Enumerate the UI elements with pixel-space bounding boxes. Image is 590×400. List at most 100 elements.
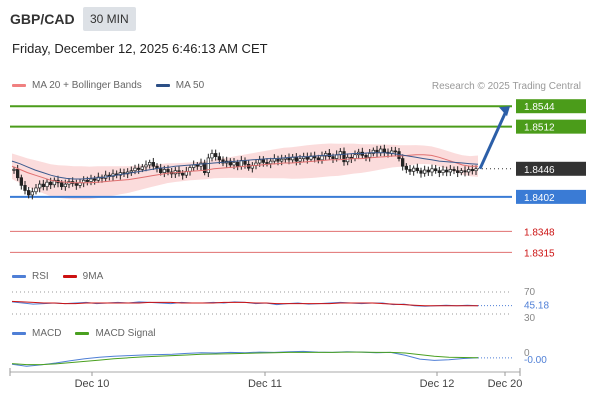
candle-down [316,157,320,161]
candle-down [41,183,45,188]
macd-zero-tick: 0 [524,348,530,359]
candle-down [401,158,405,167]
macd-line [11,350,479,367]
candle-down [74,183,78,186]
candle-down [456,170,460,173]
candle-up [148,162,152,166]
candle-down [437,170,441,173]
legend-ma50: MA 50 [155,80,205,91]
candle-up [379,148,383,154]
legend-rsi-ma-swatch [62,275,77,278]
chart-header: GBP/CAD 30 MIN [0,0,590,36]
candle-down [382,148,386,153]
candle-down [19,177,23,186]
candle-down [445,169,449,173]
candle-down [331,156,335,159]
candle-down [159,167,163,173]
rsi-legend: RSI 9MA [12,271,117,282]
projection-arrow-shaft [478,110,508,170]
candle-down [214,153,218,158]
ma50-line [11,152,479,180]
candle-up [412,167,416,172]
candle-up [371,149,375,154]
legend-ma50-label: MA 50 [175,80,205,91]
level-label-pivot: 1.8402 [524,193,555,204]
candle-down [93,178,97,181]
candle-up [45,181,49,188]
legend-macd-signal-swatch [75,332,90,335]
candle-down [137,167,141,170]
candle-down [228,160,232,166]
candle-up [30,191,34,196]
candle-down [408,169,412,172]
level-label-resistance: 1.8544 [524,102,555,113]
candle-down [404,165,408,170]
legend-macd: MACD [12,328,61,339]
candle-down [151,162,155,167]
macd-value-label: -0.00 [524,355,547,366]
candle-up [162,169,166,173]
macd-legend: MACD MACD Signal [12,328,169,339]
projection-arrow-head [499,106,510,117]
legend-rsi-ma: 9MA [62,271,104,282]
candle-down [23,185,27,191]
timeframe-button[interactable]: 30 MIN [83,7,136,31]
candle-up [129,170,133,173]
rsi-value-label: 45.18 [524,301,549,312]
x-tick-label: Dec 10 [75,378,110,390]
candle-up [206,157,210,173]
candle-up [38,183,42,189]
candle-up [188,167,192,172]
candle-up [34,187,38,193]
candle-up [320,155,324,161]
candle-up [144,164,148,168]
candle-down [166,169,170,173]
level-label-support: 1.8315 [524,248,555,259]
symbol-title: GBP/CAD [10,11,75,27]
level-label-current: 1.8446 [524,165,555,176]
candle-up [423,169,427,174]
candle-down [393,150,397,153]
candle-up [89,178,93,182]
candle-down [419,170,423,174]
candle-up [474,168,478,172]
candle-up [96,176,100,181]
candle-down [181,172,185,176]
ma20-line [11,154,478,184]
level-label-resistance: 1.8512 [524,123,555,134]
level-box-current [516,161,586,176]
main-legend: MA 20 + Bollinger Bands MA 50 [12,80,218,91]
candle-down [85,179,89,182]
candle-up [269,160,273,165]
candle-up [298,158,302,162]
candle-down [426,169,430,173]
legend-ma20-swatch [12,84,26,87]
candle-down [195,164,199,167]
legend-macd-signal-label: MACD Signal [95,328,156,339]
x-tick-label: Dec 12 [420,378,455,390]
candle-up [448,169,452,173]
candle-up [210,153,214,159]
rsi-70-tick: 70 [524,287,536,298]
candle-up [63,183,67,188]
legend-ma20-label: MA 20 + Bollinger Bands [32,80,142,91]
candle-up [459,170,463,173]
candle-up [368,153,372,158]
level-box-pivot [516,189,586,204]
candle-down [463,170,467,173]
macd-signal-line [11,351,479,366]
level-box-resistance [516,119,586,134]
legend-macd-label: MACD [32,328,62,339]
candle-up [232,162,236,166]
candle-down [16,169,20,179]
legend-rsi-label: RSI [32,271,49,282]
candle-down [217,156,221,161]
legend-rsi-ma-label: 9MA [82,271,104,282]
candle-up [12,169,16,171]
candle-up [441,169,445,173]
candle-down [203,162,207,173]
candle-down [287,157,291,161]
candle-down [364,155,368,158]
legend-macd-swatch [12,332,26,335]
